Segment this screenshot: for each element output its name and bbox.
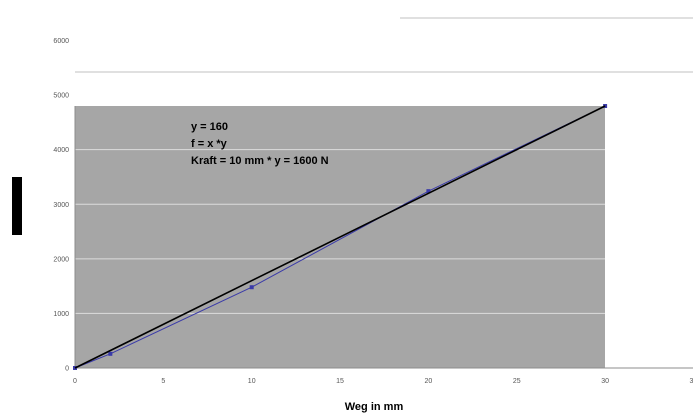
data-point — [108, 351, 113, 356]
x-tick-label: 30 — [601, 378, 609, 385]
x-tick-label: 0 — [73, 378, 77, 385]
axes — [74, 106, 693, 369]
annotation-block: y = 160 f = x *y Kraft = 10 mm * y = 160… — [191, 121, 329, 167]
annotation-line-3: Kraft = 10 mm * y = 1600 N — [191, 155, 329, 167]
trendline — [74, 105, 606, 369]
y-tick-label: 4000 — [53, 147, 69, 154]
x-tick-label: 25 — [513, 378, 521, 385]
annotation-line-2: f = x *y — [191, 138, 228, 150]
x-tick-labels: 0 5 10 15 20 25 30 35 — [73, 378, 693, 385]
y-tick-label: 0 — [65, 366, 69, 373]
x-tick-label: 10 — [248, 378, 256, 385]
data-point — [249, 285, 254, 290]
y-tick-labels: 0 1000 2000 3000 4000 5000 6000 — [53, 38, 69, 372]
x-tick-label: 15 — [336, 378, 344, 385]
x-tick-label: 20 — [425, 378, 433, 385]
y-tick-label: 2000 — [53, 256, 69, 263]
y-tick-label: 6000 — [53, 38, 69, 45]
x-axis-title: Weg in mm — [345, 401, 404, 413]
ylabel-bar — [12, 177, 22, 235]
y-tick-label: 1000 — [53, 311, 69, 318]
annotation-line-1: y = 160 — [191, 121, 228, 133]
y-tick-label: 5000 — [53, 93, 69, 100]
series-layer — [73, 104, 608, 370]
data-point — [426, 189, 431, 194]
x-tick-label: 5 — [161, 378, 165, 385]
y-tick-label: 3000 — [53, 202, 69, 209]
x-tick-label: 35 — [690, 378, 693, 385]
